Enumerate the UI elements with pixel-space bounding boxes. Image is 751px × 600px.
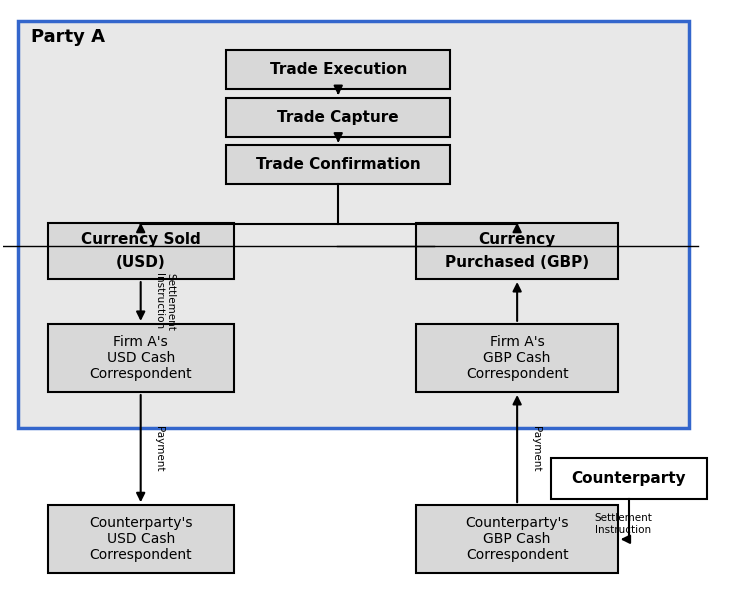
FancyBboxPatch shape <box>550 458 707 499</box>
Text: Currency Sold: Currency Sold <box>81 232 201 247</box>
FancyBboxPatch shape <box>47 223 234 279</box>
Text: Payment: Payment <box>154 426 164 472</box>
Text: Counterparty's
USD Cash
Correspondent: Counterparty's USD Cash Correspondent <box>89 516 192 562</box>
FancyBboxPatch shape <box>47 505 234 574</box>
Text: Currency: Currency <box>478 232 556 247</box>
Text: Settlement
Instruction: Settlement Instruction <box>595 513 653 535</box>
Text: Settlement
Instruction: Settlement Instruction <box>154 272 176 331</box>
FancyBboxPatch shape <box>417 223 618 279</box>
FancyBboxPatch shape <box>417 324 618 392</box>
FancyBboxPatch shape <box>18 20 689 428</box>
Text: Trade Execution: Trade Execution <box>270 62 407 77</box>
Text: Payment: Payment <box>530 426 541 472</box>
Text: (USD): (USD) <box>116 255 165 270</box>
Text: Firm A's
USD Cash
Correspondent: Firm A's USD Cash Correspondent <box>89 335 192 381</box>
FancyBboxPatch shape <box>226 98 450 137</box>
Text: Trade Confirmation: Trade Confirmation <box>256 157 421 172</box>
FancyBboxPatch shape <box>226 50 450 89</box>
Text: Party A: Party A <box>31 28 105 46</box>
FancyBboxPatch shape <box>417 505 618 574</box>
Text: Counterparty's
GBP Cash
Correspondent: Counterparty's GBP Cash Correspondent <box>466 516 569 562</box>
Text: Trade Capture: Trade Capture <box>277 110 399 125</box>
Text: Purchased (GBP): Purchased (GBP) <box>445 255 590 270</box>
FancyBboxPatch shape <box>47 324 234 392</box>
Text: Counterparty: Counterparty <box>572 471 686 486</box>
Text: Firm A's
GBP Cash
Correspondent: Firm A's GBP Cash Correspondent <box>466 335 569 381</box>
FancyBboxPatch shape <box>226 145 450 184</box>
